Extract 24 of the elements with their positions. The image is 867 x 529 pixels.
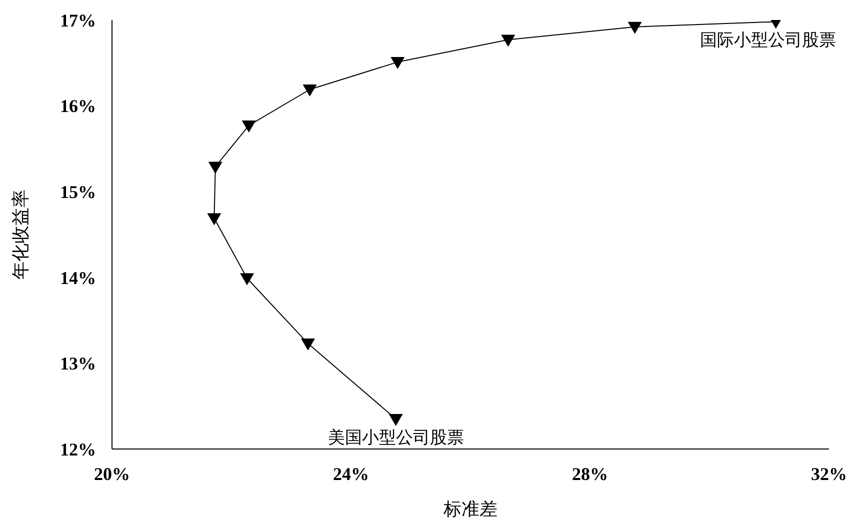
x-tick-label: 24% bbox=[333, 464, 369, 484]
point bbox=[208, 162, 222, 174]
x-axis-title: 标准差 bbox=[442, 499, 498, 519]
y-tick-label: 14% bbox=[60, 268, 96, 288]
y-tick-label: 13% bbox=[60, 354, 96, 374]
point bbox=[628, 22, 642, 34]
x-tick-label: 32% bbox=[811, 464, 847, 484]
annotation: 国际小型公司股票 bbox=[700, 30, 836, 50]
y-tick-label: 15% bbox=[60, 182, 96, 202]
x-tick-label: 20% bbox=[94, 464, 130, 484]
point bbox=[388, 414, 403, 426]
y-tick-label: 17% bbox=[60, 10, 96, 30]
point bbox=[302, 84, 317, 96]
y-tick-label: 16% bbox=[60, 96, 96, 116]
point bbox=[501, 34, 516, 47]
x-tick-label: 28% bbox=[572, 464, 608, 484]
point bbox=[242, 120, 256, 133]
point bbox=[207, 213, 222, 226]
annotation: 美国小型公司股票 bbox=[328, 428, 464, 447]
y-tick-label: 12% bbox=[60, 439, 96, 460]
point bbox=[390, 57, 405, 70]
point bbox=[240, 273, 254, 286]
point bbox=[300, 338, 315, 350]
y-axis-title: 年化收益率 bbox=[10, 190, 30, 280]
